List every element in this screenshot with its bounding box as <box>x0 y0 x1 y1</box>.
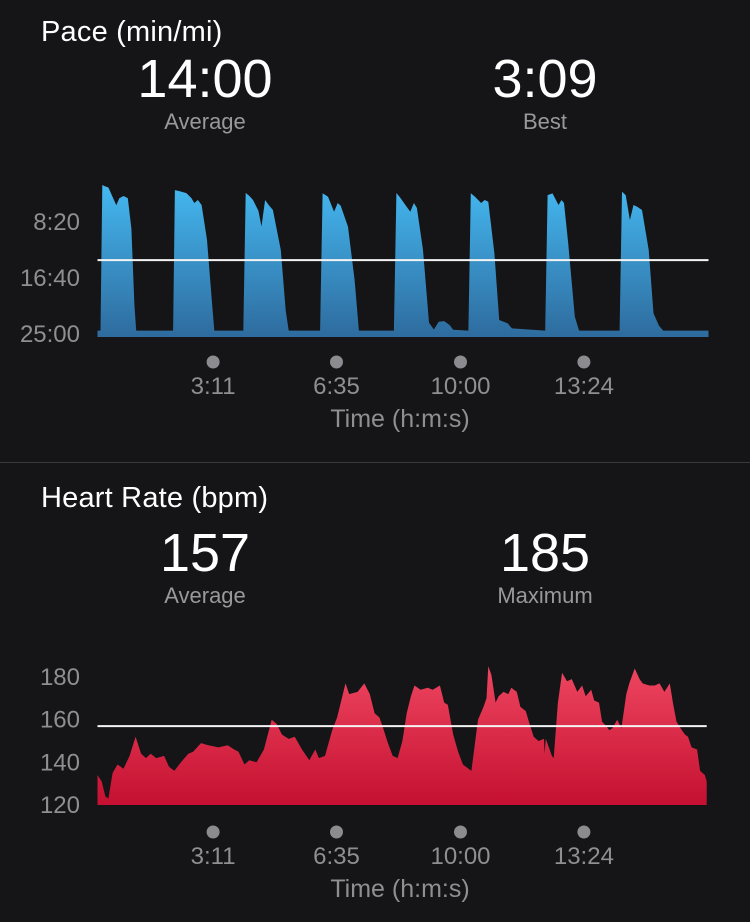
x-tick-dot <box>577 355 591 369</box>
x-tick-label: 10:00 <box>430 843 490 870</box>
pace-best-label: Best <box>522 109 568 134</box>
pace-best-value: 3:09 <box>492 49 598 109</box>
x-tick-dot <box>454 825 467 839</box>
heart-rate-maximum-stat: 185 Maximum <box>497 523 593 608</box>
x-tick-label: 6:35 <box>313 373 360 400</box>
y-tick-label: 16:40 <box>20 265 80 292</box>
heart-rate-section: Heart Rate (bpm) 157 Average 185 Maximum… <box>0 463 750 922</box>
pace-section-title: Pace (min/mi) <box>41 16 223 48</box>
x-tick-dot <box>206 825 220 839</box>
y-tick-label: 8:20 <box>33 209 80 236</box>
x-tick-label: 13:24 <box>554 373 614 400</box>
pace-best-stat: 3:09 Best <box>492 49 598 134</box>
y-tick-label: 25:00 <box>20 321 80 348</box>
heart-rate-average-value: 157 <box>159 523 251 583</box>
pace-average-stat: 14:00 Average <box>137 49 273 134</box>
y-tick-label: 180 <box>40 664 80 691</box>
y-tick-label: 140 <box>40 749 80 776</box>
x-tick-dot <box>206 355 220 369</box>
x-tick-dot <box>454 355 467 369</box>
heart-rate-average-stat: 157 Average <box>159 523 251 608</box>
y-tick-label: 160 <box>40 707 80 734</box>
x-axis-title: Time (h:m:s) <box>330 405 469 433</box>
heart-rate-chart: 120 140 160 180 3:11 6:35 10:00 13:24 Time (h:m:… <box>40 664 707 903</box>
x-tick-label: 3:11 <box>191 373 236 400</box>
heart-rate-maximum-label: Maximum <box>497 583 593 608</box>
x-tick-label: 10:00 <box>430 373 490 400</box>
pace-section: Pace (min/mi) 14:00 Average 3:09 Best 8:… <box>20 16 709 433</box>
x-tick-dot <box>330 355 343 369</box>
x-tick-label: 3:11 <box>191 843 236 870</box>
x-axis-title: Time (h:m:s) <box>330 875 469 903</box>
heart-rate-maximum-value: 185 <box>499 523 591 583</box>
x-tick-dot <box>577 825 591 839</box>
heart-rate-section-title: Heart Rate (bpm) <box>41 482 269 514</box>
y-tick-label: 120 <box>40 792 80 819</box>
section-divider <box>0 462 750 463</box>
x-tick-label: 13:24 <box>554 843 614 870</box>
x-tick-label: 6:35 <box>313 843 360 870</box>
heart-rate-average-label: Average <box>164 583 246 608</box>
pace-average-label: Average <box>164 109 246 134</box>
pace-average-value: 14:00 <box>137 49 273 109</box>
x-tick-dot <box>330 825 343 839</box>
pace-chart: 8:20 16:40 25:00 3:11 6:35 10:00 13:24 Time (h:… <box>20 185 709 433</box>
heart-rate-area <box>97 666 707 805</box>
